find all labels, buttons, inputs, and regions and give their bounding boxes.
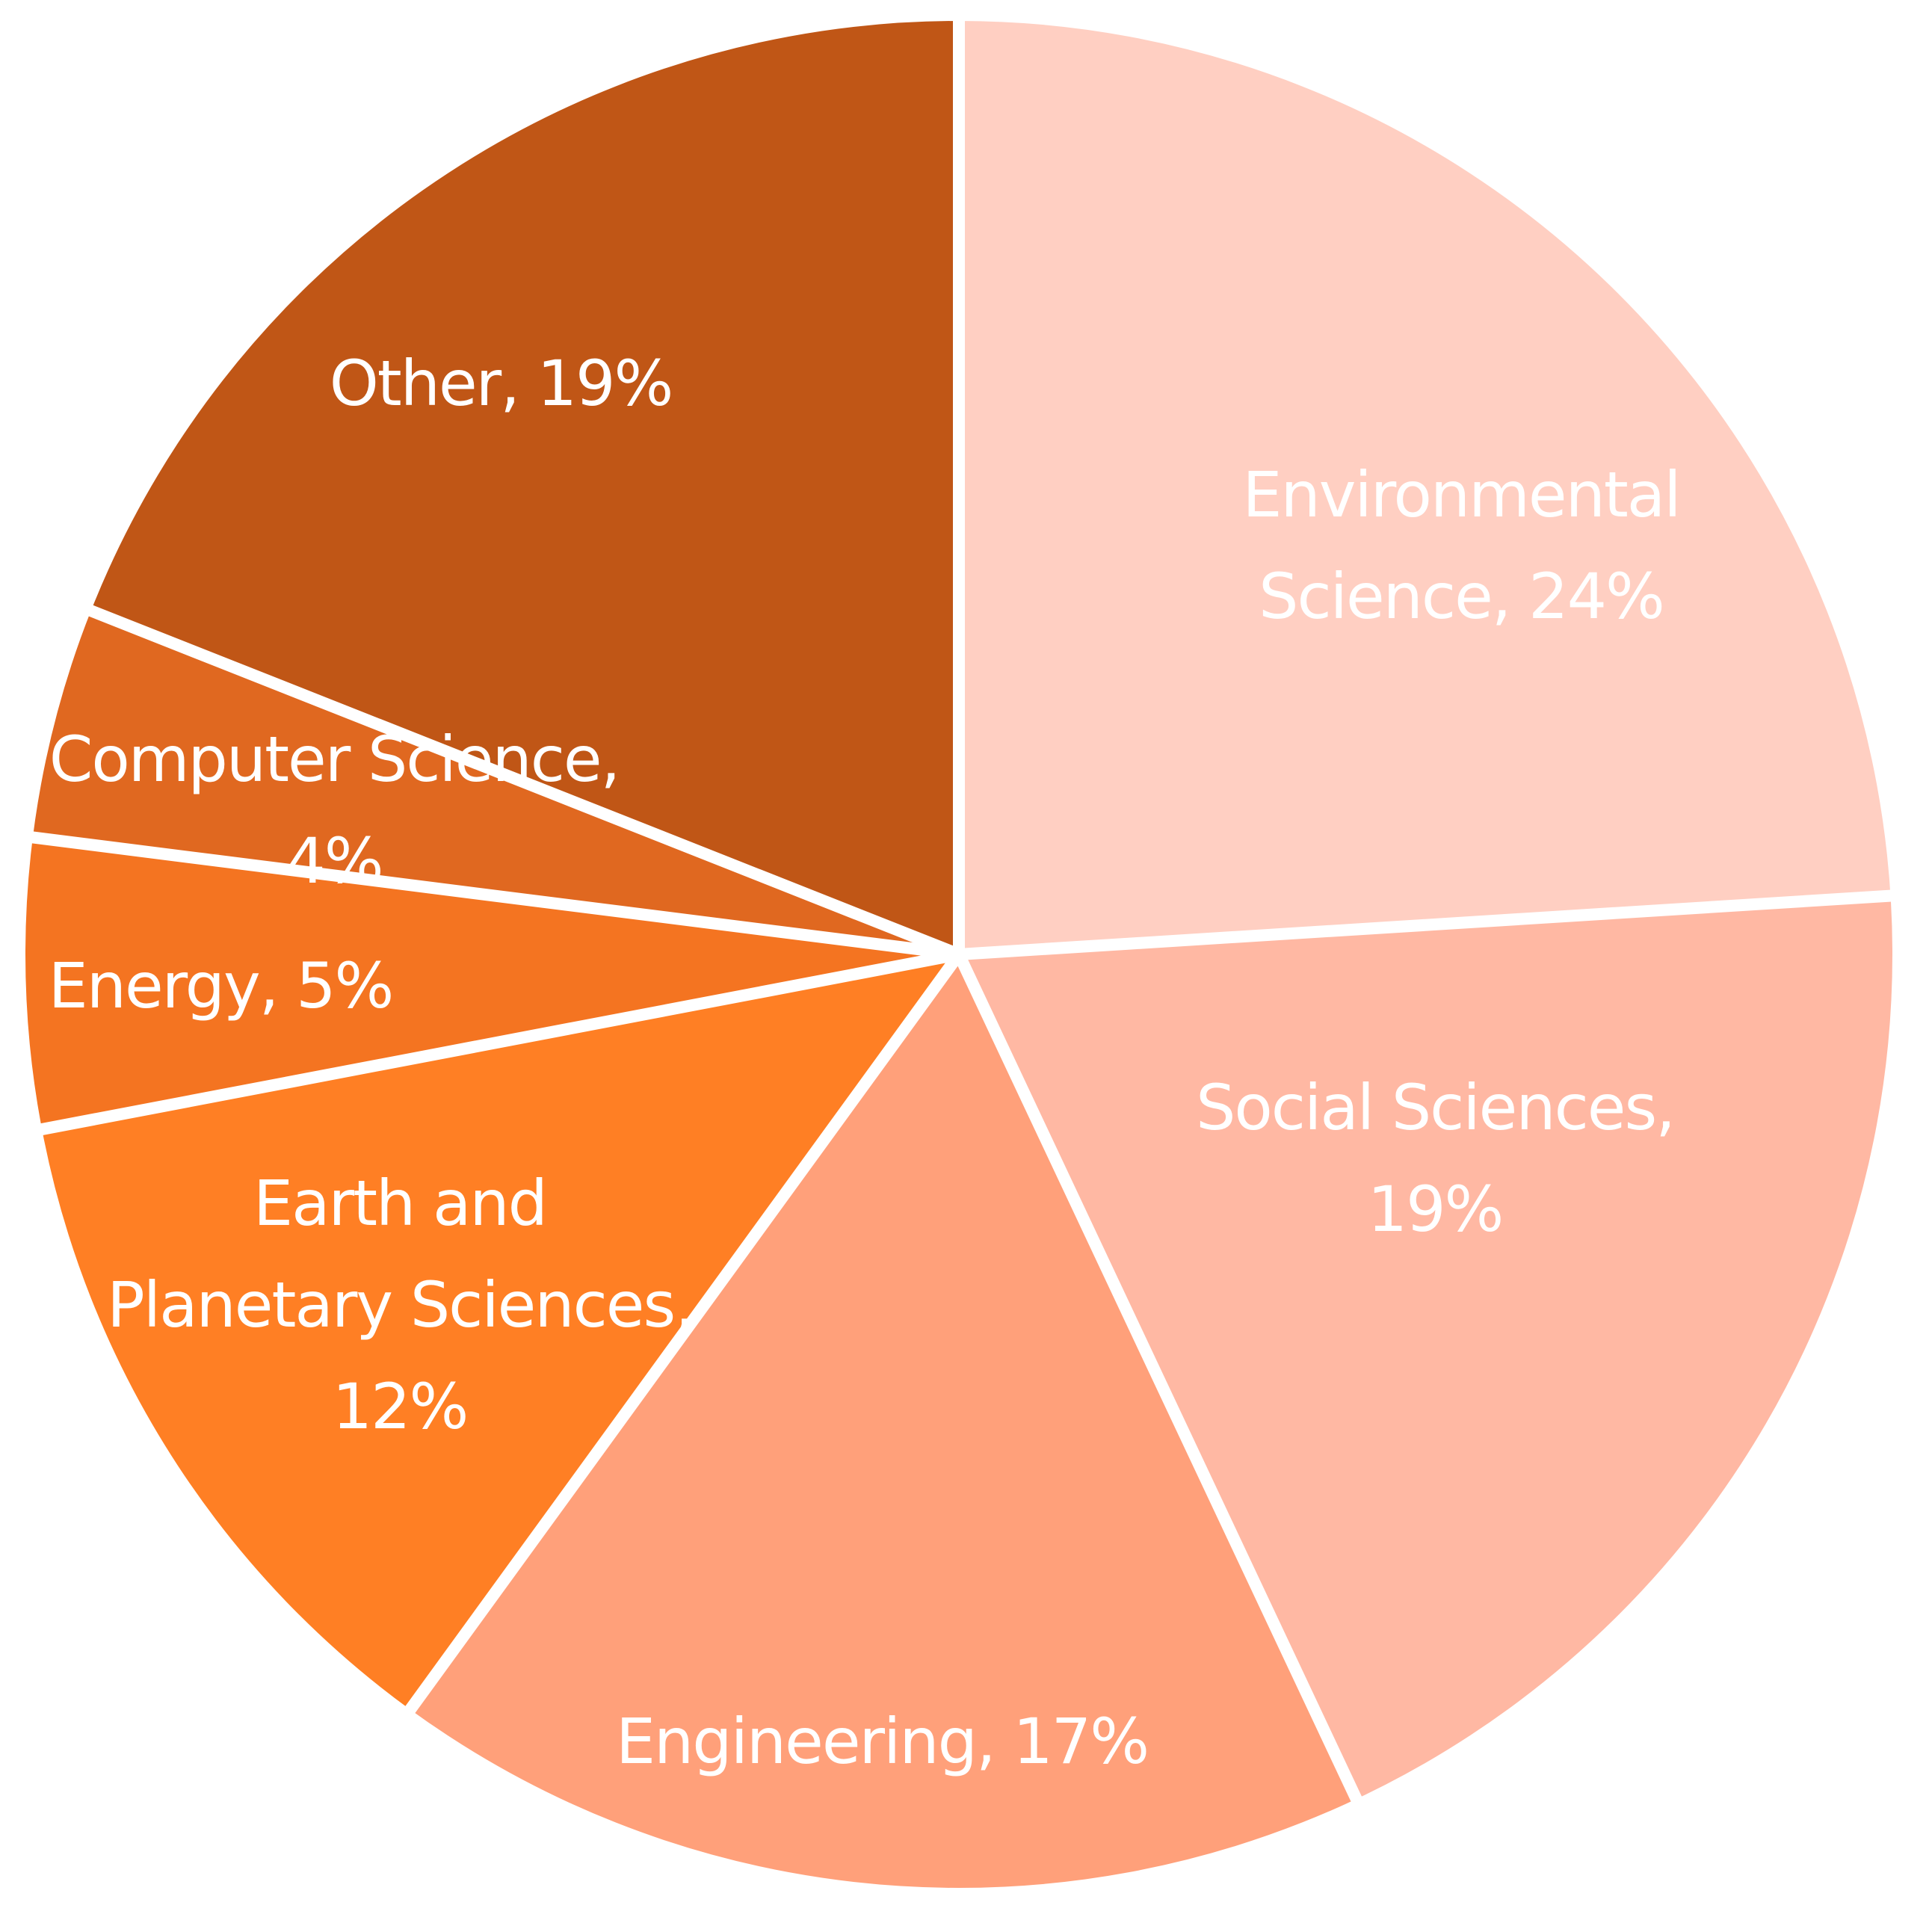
slice-divider [958, 889, 1905, 960]
slice-engineering [407, 954, 1360, 1894]
label-earth-and-planetary-sciences: Earth and Planetary Sciences, 12% [107, 1167, 693, 1443]
slice-social-sciences [959, 895, 1898, 1805]
slice-other [85, 15, 959, 954]
slice-divider [27, 948, 960, 1138]
slice-divider [76, 600, 961, 960]
slice-earth-and-planetary-sciences [36, 954, 960, 1714]
slice-environmental-science [959, 15, 1897, 954]
label-energy: Energy, 5% [49, 949, 393, 1022]
slice-divider [953, 951, 1368, 1814]
label-engineering: Engineering, 17% [616, 1705, 1148, 1778]
pie-outline [13, 9, 1904, 1900]
label-environmental-science: Environmental Science, 24% [1242, 458, 1679, 633]
slice-divider [397, 951, 964, 1724]
slice-dividers [13, 7, 1905, 1900]
slice-labels: Environmental Science, 24% Social Sciences… [49, 347, 1682, 1778]
slice-divider [18, 830, 960, 960]
pie-slices [19, 15, 1898, 1894]
label-other: Other, 19% [330, 347, 673, 420]
slice-energy [19, 836, 959, 1131]
label-social-sciences: Social Sciences, 19% [1196, 1071, 1674, 1246]
